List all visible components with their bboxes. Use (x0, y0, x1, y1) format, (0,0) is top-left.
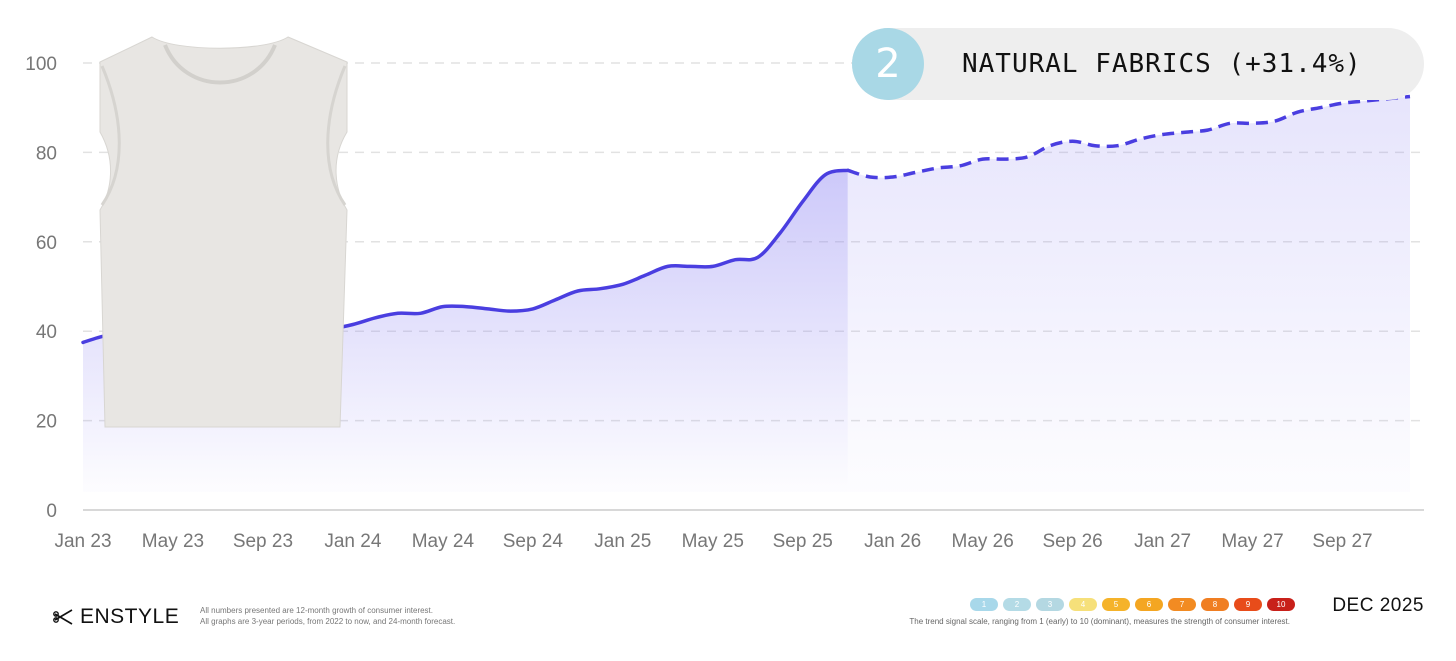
footnote: All numbers presented are 12-month growt… (200, 605, 455, 627)
y-tick-label: 40 (36, 322, 57, 343)
signal-level-8: 8 (1201, 598, 1229, 611)
signal-level-2: 2 (1003, 598, 1031, 611)
signal-level-9: 9 (1234, 598, 1262, 611)
x-tick-label: Sep 26 (1043, 531, 1103, 552)
x-axis-ticks: Jan 23 May 23 Sep 23 Jan 24 May 24 Sep 24 Jan … (54, 531, 1372, 552)
trend-rank: 2 (852, 28, 924, 100)
signal-scale-caption: The trend signal scale, ranging from 1 (… (909, 617, 1290, 626)
y-tick-label: 60 (36, 233, 57, 254)
footnote-line-2: All graphs are 3-year periods, from 2022… (200, 617, 456, 626)
tank-top-right-armhole (326, 65, 347, 206)
x-tick-label: Jan 24 (324, 531, 381, 552)
brand-name: ENSTYLE (80, 605, 180, 628)
footnote-line-1: All numbers presented are 12-month growt… (200, 606, 434, 615)
x-tick-label: May 24 (412, 531, 475, 552)
report-date: DEC 2025 (1332, 595, 1424, 616)
product-image-tank-top (99, 36, 348, 428)
signal-level-3: 3 (1036, 598, 1064, 611)
x-tick-label: Jan 27 (1134, 531, 1191, 552)
x-tick-label: Jan 26 (864, 531, 921, 552)
x-tick-label: May 27 (1221, 531, 1283, 552)
signal-scale: 1 2 3 4 5 6 7 8 9 10 (970, 598, 1295, 611)
x-tick-label: Sep 23 (233, 531, 293, 552)
signal-level-1: 1 (970, 598, 998, 611)
forecast-line (847, 94, 1411, 180)
signal-level-5: 5 (1102, 598, 1130, 611)
trend-badge: 2 NATURAL FABRICS (+31.4%) (852, 28, 1424, 100)
x-tick-label: May 25 (682, 531, 744, 552)
y-tick-label: 100 (25, 54, 57, 75)
x-tick-label: Sep 27 (1312, 531, 1372, 552)
x-tick-label: Jan 25 (594, 531, 651, 552)
y-tick-label: 0 (46, 501, 57, 522)
signal-level-6: 6 (1135, 598, 1163, 611)
scissors-icon (53, 609, 73, 625)
x-tick-label: May 26 (952, 531, 1014, 552)
tank-top-left-armhole (100, 65, 121, 206)
y-axis-ticks: 0 20 40 60 80 100 (25, 54, 57, 522)
y-tick-label: 20 (36, 412, 57, 433)
signal-level-7: 7 (1168, 598, 1196, 611)
trend-chart: 0 20 40 60 80 100 Jan 23 May 23 Sep 23 Jan 24 May… (25, 36, 1424, 552)
tank-top-shape (99, 36, 348, 428)
x-tick-label: May 23 (142, 531, 204, 552)
trend-title: NATURAL FABRICS (+31.4%) (962, 49, 1362, 79)
x-tick-label: Sep 25 (773, 531, 833, 552)
tank-top-neckline (163, 44, 277, 85)
y-tick-label: 80 (36, 143, 57, 164)
x-tick-label: Jan 23 (54, 531, 111, 552)
signal-level-10: 10 (1267, 598, 1295, 611)
signal-level-4: 4 (1069, 598, 1097, 611)
forecast-area (847, 96, 1410, 492)
x-tick-label: Sep 24 (503, 531, 564, 552)
brand-logo: ENSTYLE (52, 602, 179, 632)
grid-lines (83, 62, 1424, 511)
